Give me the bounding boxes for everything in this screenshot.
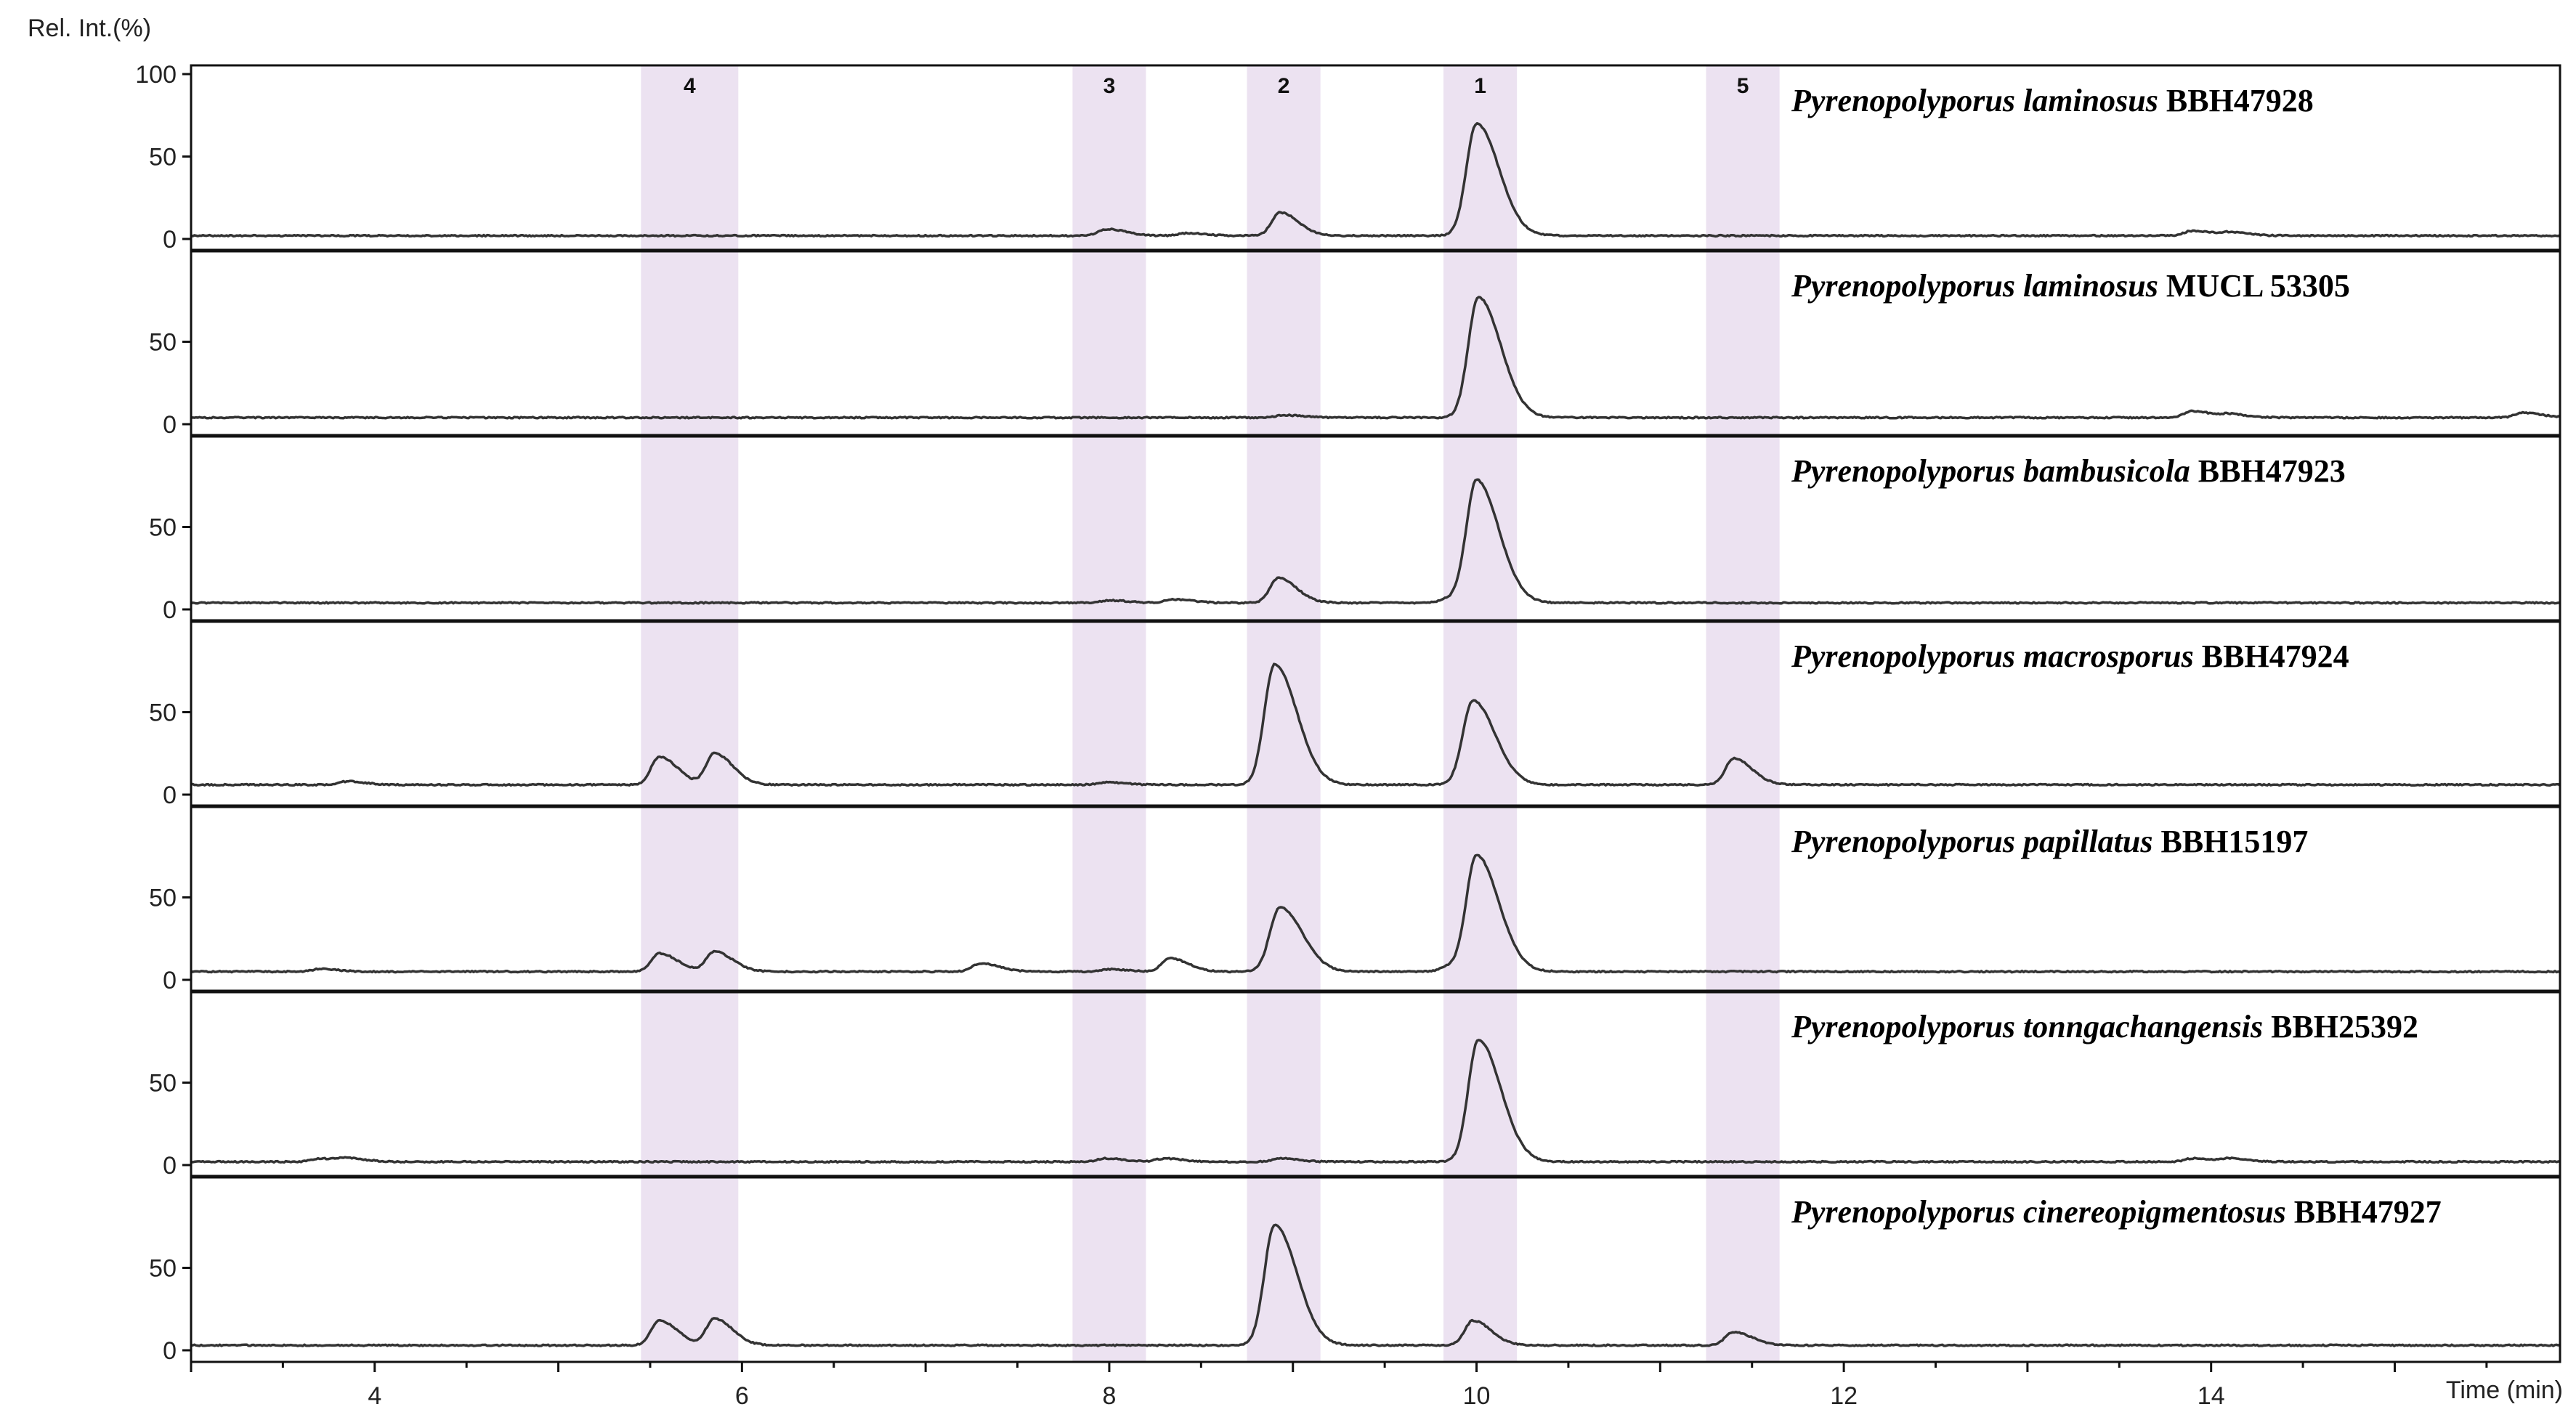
y-tick-label: 0 <box>163 226 177 253</box>
band-labels: 4 3 2 1 5 <box>684 74 1749 98</box>
y-tick-label: 50 <box>149 329 177 357</box>
x-tick-label: 12 <box>1830 1382 1858 1410</box>
species-name: Pyrenopolyporus macrosporus <box>1791 638 2194 674</box>
y-axis-ticks: 100 50 0 50 0 50 0 50 0 50 0 50 0 50 0 <box>135 61 191 1365</box>
species-name: Pyrenopolyporus papillatus <box>1791 824 2153 859</box>
x-tick-label: 4 <box>368 1382 381 1410</box>
x-tick-label: 8 <box>1102 1382 1116 1410</box>
x-axis: 4 6 8 10 12 14 <box>190 1362 2488 1410</box>
trace-label: Pyrenopolyporus cinereopigmentosus BBH47… <box>1791 1194 2442 1230</box>
highlight-band <box>1072 65 1146 1362</box>
y-tick-label: 0 <box>163 967 177 994</box>
chromatogram-trace <box>190 1223 2561 1347</box>
trace-label: Pyrenopolyporus papillatus BBH15197 <box>1791 824 2308 859</box>
trace-label: Pyrenopolyporus laminosus MUCL 53305 <box>1791 268 2350 304</box>
panel-frames <box>190 64 2561 1363</box>
species-name: Pyrenopolyporus bambusicola <box>1791 453 2190 489</box>
strain-id: BBH15197 <box>2153 824 2309 859</box>
trace-label: Pyrenopolyporus tonngachangensis BBH2539… <box>1791 1009 2418 1044</box>
chromatogram-trace <box>190 1039 2561 1164</box>
y-tick-label: 50 <box>149 885 177 912</box>
strain-id: MUCL 53305 <box>2158 268 2350 304</box>
strain-id: BBH25392 <box>2263 1009 2418 1044</box>
y-tick-label: 0 <box>163 411 177 439</box>
species-name: Pyrenopolyporus laminosus <box>1791 268 2158 304</box>
y-tick-label: 50 <box>149 699 177 727</box>
trace-labels: Pyrenopolyporus laminosus BBH47928Pyreno… <box>1791 83 2442 1230</box>
highlight-band <box>1706 65 1780 1362</box>
highlight-band <box>1247 65 1321 1362</box>
band-label: 2 <box>1278 74 1290 98</box>
chromatogram-trace <box>190 296 2561 420</box>
x-axis-title: Time (min) <box>2446 1376 2563 1404</box>
species-name: Pyrenopolyporus tonngachangensis <box>1791 1009 2263 1044</box>
y-tick-label: 0 <box>163 1152 177 1180</box>
plot-frame <box>190 64 2561 1363</box>
chromatogram-trace <box>190 662 2561 787</box>
y-tick-label: 0 <box>163 1337 177 1365</box>
y-tick-label: 100 <box>135 61 177 89</box>
x-tick-label: 14 <box>2198 1382 2225 1410</box>
chromatogram-trace <box>190 122 2561 238</box>
highlight-band <box>1443 65 1518 1362</box>
band-label: 3 <box>1103 74 1116 98</box>
y-tick-label: 0 <box>163 596 177 624</box>
chromatogram-trace <box>190 853 2561 974</box>
band-label: 1 <box>1474 74 1486 98</box>
chromatogram-trace <box>190 478 2561 605</box>
y-tick-label: 50 <box>149 514 177 542</box>
highlight-bands <box>641 65 1780 1362</box>
species-name: Pyrenopolyporus laminosus <box>1791 83 2158 118</box>
band-label: 4 <box>684 74 696 98</box>
chromatogram-traces <box>190 122 2561 1347</box>
species-name: Pyrenopolyporus cinereopigmentosus <box>1791 1194 2286 1230</box>
trace-label: Pyrenopolyporus macrosporus BBH47924 <box>1791 638 2349 674</box>
x-tick-label: 10 <box>1463 1382 1491 1410</box>
band-label: 5 <box>1737 74 1749 98</box>
strain-id: BBH47928 <box>2158 83 2314 118</box>
y-tick-label: 50 <box>149 1070 177 1098</box>
x-tick-label: 6 <box>735 1382 749 1410</box>
trace-label: Pyrenopolyporus laminosus BBH47928 <box>1791 83 2314 118</box>
strain-id: BBH47927 <box>2286 1194 2442 1230</box>
highlight-band <box>641 65 739 1362</box>
strain-id: BBH47924 <box>2194 638 2349 674</box>
y-tick-label: 0 <box>163 782 177 809</box>
y-tick-label: 50 <box>149 144 177 171</box>
strain-id: BBH47923 <box>2190 453 2346 489</box>
y-axis-title: Rel. Int.(%) <box>28 15 151 42</box>
trace-label: Pyrenopolyporus bambusicola BBH47923 <box>1791 453 2346 489</box>
y-tick-label: 50 <box>149 1255 177 1283</box>
